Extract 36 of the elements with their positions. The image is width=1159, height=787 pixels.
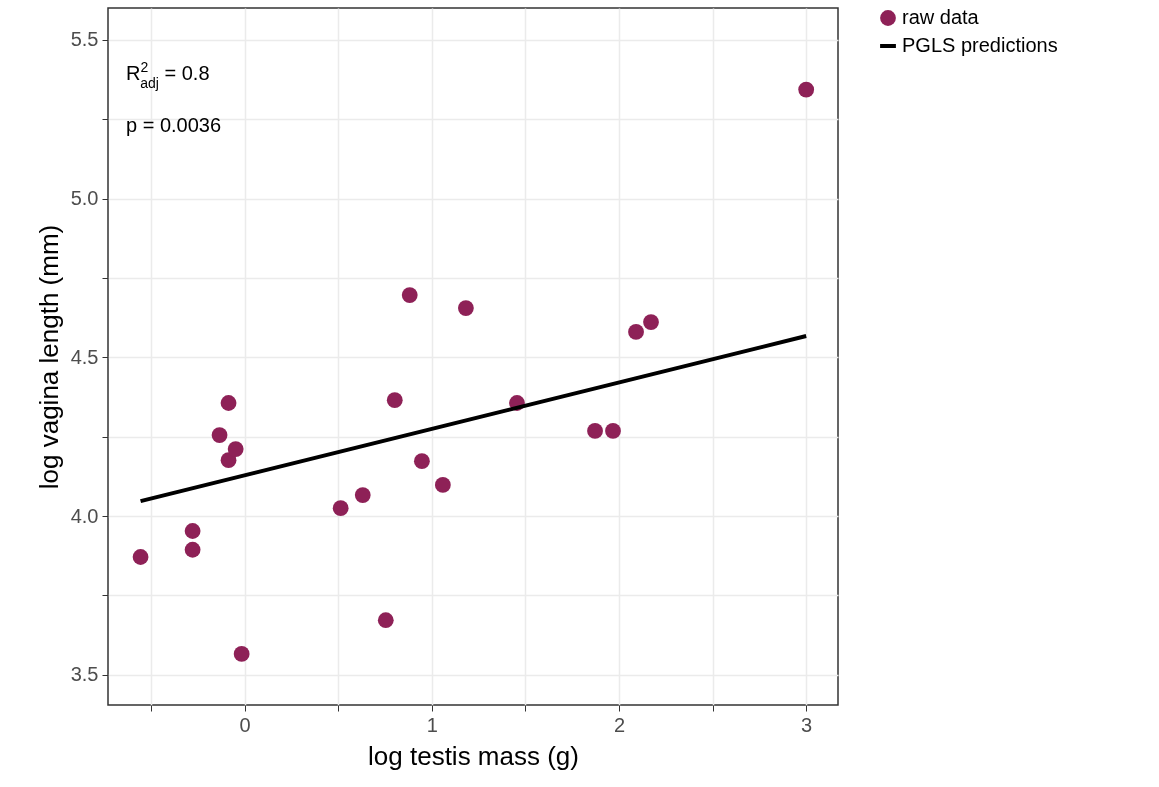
- point: [332, 500, 349, 517]
- point: [233, 645, 250, 662]
- x-tick-label: 3: [801, 713, 813, 736]
- point: [457, 300, 474, 316]
- y-tick-label: 4.0: [70, 504, 99, 527]
- point: [227, 441, 244, 457]
- point: [220, 452, 237, 469]
- y-tick-label: 5.0: [70, 187, 99, 210]
- point: [184, 541, 201, 558]
- point: [386, 392, 403, 409]
- point: [605, 423, 621, 439]
- point: [220, 395, 237, 411]
- point: [401, 287, 418, 303]
- point: [643, 314, 659, 330]
- x-axis-title: log testis mass (g): [368, 740, 579, 771]
- annotation: p = 0.0036: [126, 114, 222, 136]
- point: [413, 453, 430, 470]
- x-tick-label: 1: [426, 713, 438, 736]
- x-tick-label: 0: [239, 713, 251, 736]
- legend-label: PGLS predictions: [902, 34, 1058, 56]
- point: [587, 423, 603, 439]
- point: [211, 427, 228, 443]
- point: [354, 487, 371, 503]
- point: [377, 612, 394, 629]
- legend-label: raw data: [902, 6, 980, 28]
- annotation: R$^{2}$$_{adj}$ = 0.8: [126, 59, 210, 91]
- x-tick-label: 2: [613, 713, 626, 736]
- y-tick-label: 5.5: [70, 28, 99, 51]
- point: [798, 81, 815, 98]
- y-tick-label: 4.5: [70, 345, 99, 368]
- y-tick-label: 3.5: [70, 663, 99, 686]
- point: [628, 324, 644, 340]
- point: [132, 549, 149, 565]
- y-axis-title: log vagina length (mm): [33, 224, 64, 490]
- point: [184, 523, 201, 539]
- point: [434, 477, 451, 493]
